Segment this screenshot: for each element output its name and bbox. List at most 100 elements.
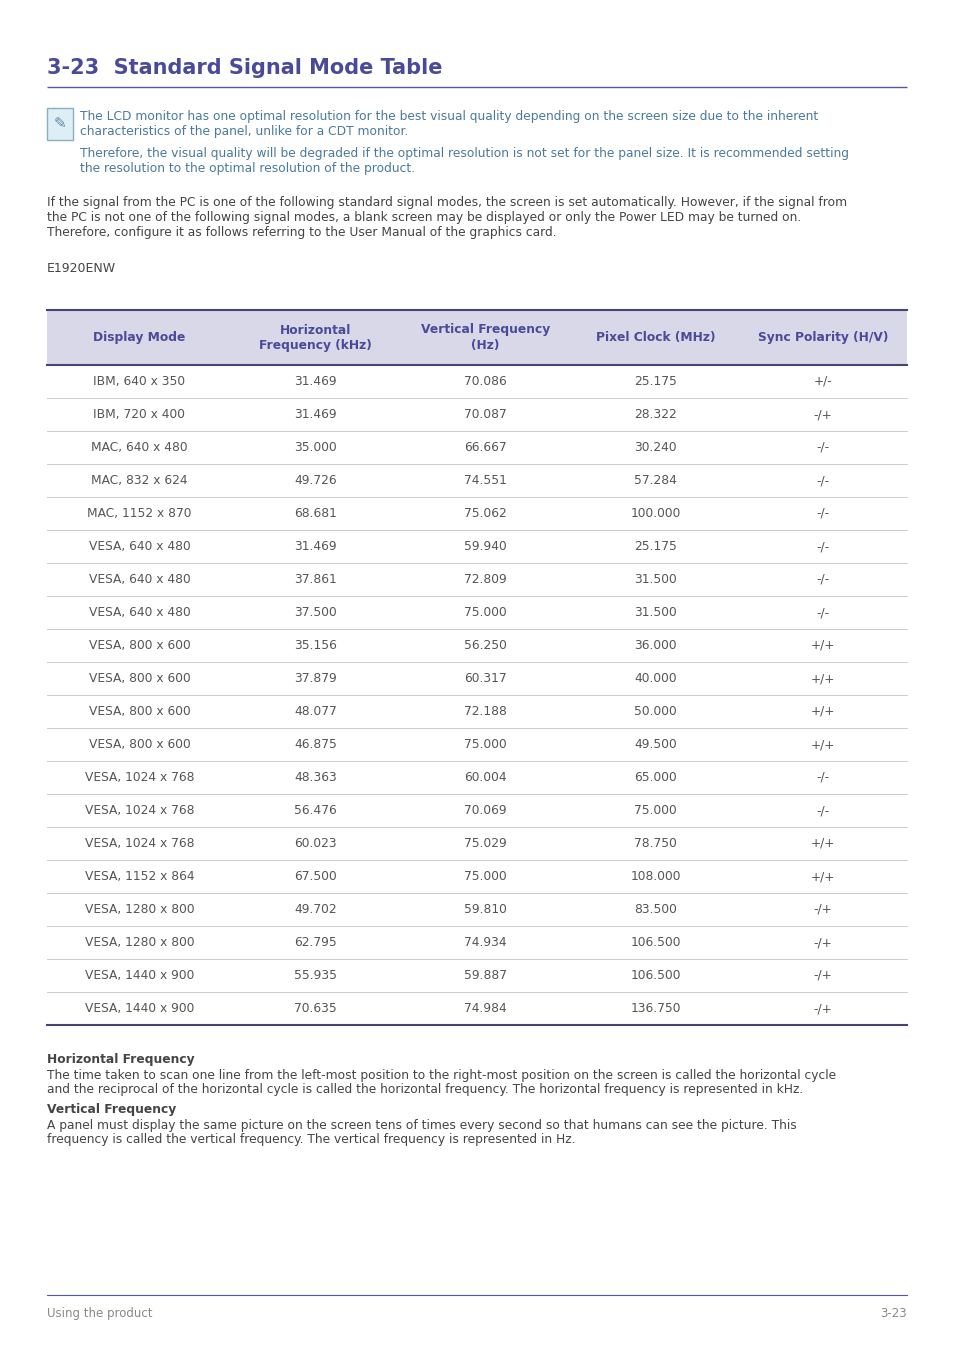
Text: VESA, 1440 x 900: VESA, 1440 x 900 [85,969,193,981]
Text: frequency is called the vertical frequency. The vertical frequency is represente: frequency is called the vertical frequen… [47,1133,575,1146]
Text: -/-: -/- [816,572,829,586]
Text: VESA, 1280 x 800: VESA, 1280 x 800 [85,936,194,949]
Text: 28.322: 28.322 [634,408,676,421]
Text: 31.469: 31.469 [294,375,336,387]
Text: -/+: -/+ [813,408,832,421]
Text: 70.635: 70.635 [294,1002,336,1015]
Text: 31.469: 31.469 [294,408,336,421]
Text: The LCD monitor has one optimal resolution for the best visual quality depending: The LCD monitor has one optimal resoluti… [80,109,818,123]
Text: 59.887: 59.887 [463,969,507,981]
Text: 37.879: 37.879 [294,672,336,684]
Text: 136.750: 136.750 [630,1002,680,1015]
Text: +/+: +/+ [810,672,835,684]
Text: 46.875: 46.875 [294,738,336,751]
Text: IBM, 720 x 400: IBM, 720 x 400 [93,408,185,421]
Text: -/-: -/- [816,441,829,454]
Text: 56.476: 56.476 [294,805,336,817]
Text: 75.000: 75.000 [464,738,506,751]
Text: 108.000: 108.000 [630,869,680,883]
Text: A panel must display the same picture on the screen tens of times every second s: A panel must display the same picture on… [47,1119,796,1133]
Text: 31.500: 31.500 [634,606,676,620]
Text: VESA, 800 x 600: VESA, 800 x 600 [89,639,191,652]
Text: Pixel Clock (MHz): Pixel Clock (MHz) [595,331,715,344]
Text: -/-: -/- [816,606,829,620]
Text: +/-: +/- [813,375,832,387]
Text: 48.077: 48.077 [294,705,336,718]
Text: 106.500: 106.500 [630,936,680,949]
Text: 37.500: 37.500 [294,606,336,620]
Text: 25.175: 25.175 [634,540,677,553]
Text: VESA, 640 x 480: VESA, 640 x 480 [89,572,191,586]
Text: +/+: +/+ [810,837,835,850]
Text: 75.029: 75.029 [464,837,506,850]
Text: Display Mode: Display Mode [93,331,186,344]
Text: Vertical Frequency
(Hz): Vertical Frequency (Hz) [420,324,550,351]
Text: -/+: -/+ [813,1002,832,1015]
Text: Horizontal Frequency: Horizontal Frequency [47,1053,194,1066]
Text: 75.000: 75.000 [634,805,676,817]
Text: 72.188: 72.188 [464,705,506,718]
Text: 50.000: 50.000 [634,705,676,718]
Text: 72.809: 72.809 [464,572,506,586]
Text: VESA, 1440 x 900: VESA, 1440 x 900 [85,1002,193,1015]
Text: 75.062: 75.062 [464,508,506,520]
Bar [47,108,73,140]
Text: 62.795: 62.795 [294,936,336,949]
Text: VESA, 1024 x 768: VESA, 1024 x 768 [85,805,194,817]
Text: 100.000: 100.000 [630,508,679,520]
Text: -/-: -/- [816,805,829,817]
Text: 37.861: 37.861 [294,572,336,586]
Text: -/-: -/- [816,474,829,487]
Text: 70.086: 70.086 [464,375,506,387]
Text: Therefore, the visual quality will be degraded if the optimal resolution is not : Therefore, the visual quality will be de… [80,147,848,161]
Text: 35.156: 35.156 [294,639,336,652]
Text: 78.750: 78.750 [634,837,677,850]
Text: +/+: +/+ [810,705,835,718]
Text: 70.069: 70.069 [464,805,506,817]
Text: -/-: -/- [816,771,829,784]
Text: 59.940: 59.940 [464,540,506,553]
Text: 3-23  Standard Signal Mode Table: 3-23 Standard Signal Mode Table [47,58,442,78]
Text: Using the product: Using the product [47,1307,152,1320]
Text: -/-: -/- [816,508,829,520]
Text: 31.500: 31.500 [634,572,676,586]
Text: VESA, 800 x 600: VESA, 800 x 600 [89,738,191,751]
Text: MAC, 1152 x 870: MAC, 1152 x 870 [87,508,192,520]
Text: 60.023: 60.023 [294,837,336,850]
Text: -/+: -/+ [813,903,832,917]
Text: 75.000: 75.000 [464,606,506,620]
Text: 106.500: 106.500 [630,969,680,981]
Text: 68.681: 68.681 [294,508,336,520]
Text: +/+: +/+ [810,869,835,883]
Text: VESA, 800 x 600: VESA, 800 x 600 [89,705,191,718]
Text: ✎: ✎ [53,116,67,131]
Text: Therefore, configure it as follows referring to the User Manual of the graphics : Therefore, configure it as follows refer… [47,225,556,239]
Text: 66.667: 66.667 [464,441,506,454]
Text: VESA, 1280 x 800: VESA, 1280 x 800 [85,903,194,917]
Text: 30.240: 30.240 [634,441,676,454]
Text: 75.000: 75.000 [464,869,506,883]
Text: 35.000: 35.000 [294,441,336,454]
Text: 40.000: 40.000 [634,672,676,684]
Text: If the signal from the PC is one of the following standard signal modes, the scr: If the signal from the PC is one of the … [47,196,846,209]
Text: 74.984: 74.984 [464,1002,506,1015]
Bar [47,310,906,364]
Text: VESA, 640 x 480: VESA, 640 x 480 [89,606,191,620]
Text: -/+: -/+ [813,969,832,981]
Text: 56.250: 56.250 [464,639,506,652]
Text: 67.500: 67.500 [294,869,336,883]
Text: 25.175: 25.175 [634,375,677,387]
Text: VESA, 800 x 600: VESA, 800 x 600 [89,672,191,684]
Text: 60.004: 60.004 [464,771,506,784]
Text: characteristics of the panel, unlike for a CDT monitor.: characteristics of the panel, unlike for… [80,126,408,138]
Text: -/+: -/+ [813,936,832,949]
Text: VESA, 1152 x 864: VESA, 1152 x 864 [85,869,194,883]
Text: 59.810: 59.810 [464,903,506,917]
Text: and the reciprocal of the horizontal cycle is called the horizontal frequency. T: and the reciprocal of the horizontal cyc… [47,1083,802,1096]
Text: the PC is not one of the following signal modes, a blank screen may be displayed: the PC is not one of the following signa… [47,211,801,224]
Text: Vertical Frequency: Vertical Frequency [47,1103,176,1116]
Text: 74.551: 74.551 [464,474,506,487]
Text: 65.000: 65.000 [634,771,676,784]
Text: VESA, 1024 x 768: VESA, 1024 x 768 [85,771,194,784]
Text: 57.284: 57.284 [634,474,677,487]
